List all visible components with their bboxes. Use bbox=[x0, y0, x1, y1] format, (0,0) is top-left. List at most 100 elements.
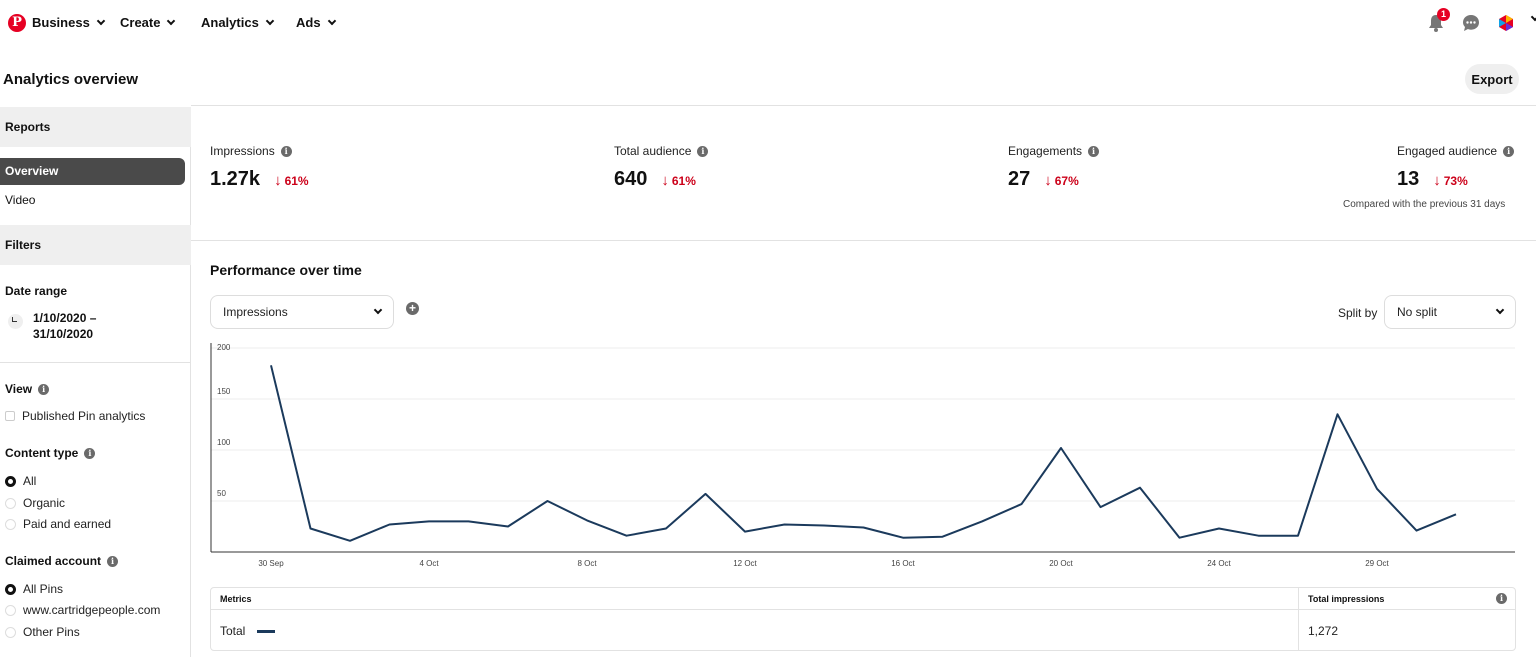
clock-icon bbox=[8, 314, 23, 329]
published-pin-checkbox-row[interactable]: Published Pin analytics bbox=[5, 409, 145, 423]
date-range-value: 1/10/2020 – 31/10/2020 bbox=[33, 311, 97, 341]
claimed-other-pins-radio[interactable]: Other Pins bbox=[5, 625, 80, 639]
content-type-organic-radio[interactable]: Organic bbox=[5, 496, 65, 510]
chevron-down-icon bbox=[1495, 305, 1505, 315]
metric-change: 73% bbox=[1443, 173, 1468, 188]
chevron-down-icon bbox=[96, 16, 106, 25]
chevron-down-icon bbox=[167, 16, 176, 25]
info-icon[interactable]: i bbox=[107, 555, 119, 567]
metric-impressions: Impressions i 1.27k ↓ 61% bbox=[210, 144, 309, 191]
content-type-label-text: Content type bbox=[5, 446, 79, 460]
row-label: Total bbox=[220, 624, 246, 638]
nav-business-label: Business bbox=[32, 15, 90, 30]
content-type-paid-radio[interactable]: Paid and earned bbox=[5, 517, 111, 531]
y-tick-label: 50 bbox=[217, 489, 226, 498]
claimed-domain-radio[interactable]: www.cartridgepeople.com bbox=[5, 603, 160, 617]
sidebar-item-overview[interactable]: Overview bbox=[0, 158, 185, 185]
header-divider bbox=[191, 105, 1536, 106]
nav-business[interactable]: Business bbox=[32, 15, 106, 30]
radio-selected[interactable] bbox=[5, 583, 16, 595]
arrow-down-icon: ↓ bbox=[274, 172, 282, 189]
series-line[interactable] bbox=[270, 365, 1457, 542]
info-icon[interactable]: i bbox=[38, 383, 50, 395]
account-chevron-down-icon[interactable] bbox=[1530, 12, 1536, 22]
claimed-all-pins-radio[interactable]: All Pins bbox=[5, 582, 63, 596]
y-tick-label: 100 bbox=[217, 438, 231, 447]
metrics-column-header: Metrics bbox=[220, 594, 252, 604]
claimed-account-label: Claimed account i bbox=[5, 554, 119, 568]
nav-create[interactable]: Create bbox=[120, 15, 176, 30]
view-label: View i bbox=[5, 382, 50, 396]
messages-icon[interactable] bbox=[1461, 13, 1481, 33]
export-button[interactable]: Export bbox=[1465, 64, 1519, 94]
x-tick-label: 8 Oct bbox=[577, 559, 597, 568]
nav-analytics[interactable]: Analytics bbox=[201, 15, 275, 30]
radio[interactable] bbox=[5, 604, 16, 616]
metric-change: 67% bbox=[1054, 173, 1079, 188]
nav-ads-label: Ads bbox=[296, 15, 321, 30]
metric-engagements: Engagements i 27 ↓ 67% bbox=[1008, 144, 1100, 191]
date-range-label-text: Date range bbox=[5, 284, 68, 298]
metric-label: Total audience bbox=[614, 144, 692, 158]
arrow-down-icon: ↓ bbox=[1044, 172, 1052, 189]
metric-label: Engaged audience bbox=[1397, 144, 1498, 158]
table-header bbox=[211, 588, 1515, 610]
split-select[interactable]: No split bbox=[1384, 295, 1516, 329]
info-icon[interactable]: i bbox=[1088, 145, 1100, 157]
metric-value: 640 bbox=[614, 168, 648, 190]
info-icon[interactable]: i bbox=[1496, 593, 1507, 604]
table-row: Total bbox=[220, 624, 276, 638]
split-by-label: Split by bbox=[1338, 306, 1378, 320]
sidebar-item-video[interactable]: Video bbox=[5, 193, 36, 207]
radio[interactable] bbox=[5, 518, 16, 530]
published-pin-label: Published Pin analytics bbox=[22, 409, 146, 423]
account-avatar-icon[interactable] bbox=[1496, 13, 1516, 33]
metric-engaged-audience: Engaged audience i 13 ↓ 73% bbox=[1397, 144, 1515, 191]
series-swatch bbox=[257, 629, 276, 633]
sidebar-filters-header: Filters bbox=[0, 225, 191, 265]
sidebar-divider bbox=[0, 362, 191, 363]
metric-label: Engagements bbox=[1008, 144, 1083, 158]
content-type-all-radio[interactable]: All bbox=[5, 474, 36, 488]
metrics-divider bbox=[191, 240, 1536, 241]
radio-selected[interactable] bbox=[5, 475, 16, 487]
x-tick-label: 20 Oct bbox=[1049, 559, 1073, 568]
content-type-label: Content type i bbox=[5, 446, 96, 460]
info-icon[interactable]: i bbox=[697, 145, 709, 157]
y-tick-label: 200 bbox=[217, 343, 231, 352]
date-range-picker[interactable]: 1/10/2020 – 31/10/2020 bbox=[8, 310, 153, 342]
sidebar: Reports Overview Video Filters Date rang… bbox=[0, 107, 191, 657]
metric-select[interactable]: Impressions bbox=[210, 295, 394, 329]
published-pin-checkbox[interactable] bbox=[5, 411, 15, 421]
x-tick-label: 29 Oct bbox=[1365, 559, 1389, 568]
info-icon[interactable]: i bbox=[1503, 145, 1515, 157]
radio-label: All Pins bbox=[23, 582, 64, 596]
chevron-down-icon bbox=[327, 16, 336, 25]
info-icon[interactable]: i bbox=[84, 447, 96, 459]
nav-create-label: Create bbox=[120, 15, 161, 30]
performance-line-chart: 50 100 150 200 30 Sep 4 Oct 8 Oct 12 Oct 16 Oct 2… bbox=[210, 343, 1515, 568]
info-icon[interactable]: i bbox=[280, 145, 292, 157]
sidebar-reports-header: Reports bbox=[0, 107, 191, 147]
arrow-down-icon: ↓ bbox=[661, 172, 669, 189]
radio-label: www.cartridgepeople.com bbox=[23, 603, 161, 617]
page-title: Analytics overview bbox=[3, 71, 139, 88]
add-metric-plus-icon[interactable]: + bbox=[406, 302, 419, 315]
radio-label: Other Pins bbox=[23, 625, 80, 639]
split-select-value: No split bbox=[1397, 305, 1438, 319]
metric-value: 1.27k bbox=[210, 168, 261, 190]
total-impressions-column-header: Total impressions bbox=[1308, 594, 1385, 604]
radio-label: Organic bbox=[23, 496, 66, 510]
metric-change: 61% bbox=[671, 173, 696, 188]
radio[interactable] bbox=[5, 497, 16, 509]
radio[interactable] bbox=[5, 626, 16, 638]
nav-ads[interactable]: Ads bbox=[296, 15, 336, 30]
x-tick-label: 24 Oct bbox=[1207, 559, 1231, 568]
y-tick-label: 150 bbox=[217, 387, 231, 396]
pinterest-logo-icon[interactable]: P bbox=[8, 14, 26, 32]
x-tick-label: 30 Sep bbox=[258, 559, 284, 568]
metric-value: 27 bbox=[1008, 168, 1031, 190]
chevron-down-icon bbox=[265, 16, 275, 25]
metrics-table: Metrics Total impressions i Total 1,272 bbox=[210, 587, 1516, 651]
radio-label: Paid and earned bbox=[23, 517, 112, 531]
